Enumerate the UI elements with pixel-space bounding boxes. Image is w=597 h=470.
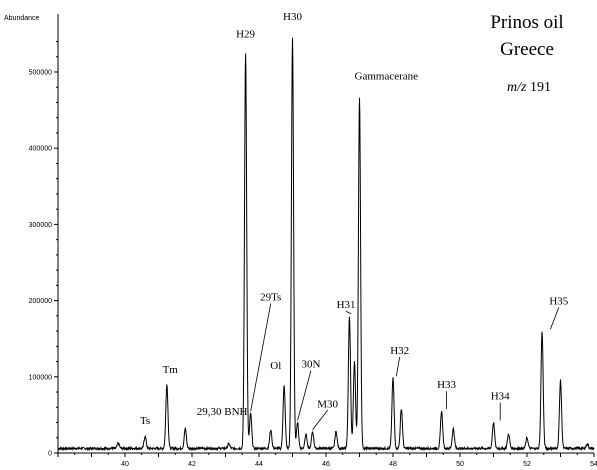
x-tick-label: 52	[523, 461, 531, 468]
chart-title: Prinos oil	[490, 12, 563, 33]
leader-line	[550, 307, 560, 330]
ion-prefix: m/z	[507, 80, 527, 95]
peak-label: Ol	[270, 360, 281, 372]
x-tick-label: 54	[590, 461, 597, 468]
x-tick-label: 46	[322, 461, 330, 468]
x-tick-label: 48	[389, 461, 397, 468]
ion-value: 191	[530, 80, 551, 95]
leader-line	[395, 356, 401, 377]
peak-label: Ts	[140, 415, 150, 427]
series-line	[57, 37, 595, 452]
y-tick-label: 200000	[29, 298, 52, 305]
peak-label: H35	[549, 295, 568, 307]
y-tick-label: 300000	[29, 222, 52, 229]
y-tick-label: 100000	[29, 374, 52, 381]
leader-line	[312, 410, 328, 430]
peak-label: 29,30 BNH	[197, 406, 248, 418]
x-tick-label: 40	[121, 461, 129, 468]
trace-layer	[57, 37, 595, 452]
annotations: Ts Tm 29,30 BNH H29 29Ts Ol H30 30N M30 Gammacera…	[140, 11, 569, 430]
y-tick-label: 400000	[29, 146, 52, 153]
peak-label: H33	[437, 379, 456, 391]
peak-label: M30	[317, 398, 338, 410]
leader-line	[250, 303, 272, 412]
y-tick-label: 500000	[29, 70, 52, 77]
y-axis-label: Abundance	[4, 15, 40, 22]
peak-label: 30N	[301, 359, 320, 371]
peak-label: 29Ts	[260, 292, 281, 304]
peak-label: H34	[491, 391, 510, 403]
y-tick-label: 0	[48, 451, 52, 458]
peak-label: Tm	[163, 364, 179, 376]
ion-label: m/z 191	[507, 80, 551, 95]
leader-line	[297, 370, 312, 421]
leader-line	[345, 310, 352, 315]
axes: 40 42 44 46 48 50 52 54 0 100000 200000 300000 40000…	[29, 14, 597, 468]
peak-label: H31	[337, 299, 356, 311]
chart-subtitle: Greece	[500, 39, 554, 60]
peak-label: H30	[283, 11, 302, 23]
peak-label: H29	[236, 29, 255, 41]
peak-label: H32	[390, 345, 409, 357]
x-tick-label: 50	[456, 461, 464, 468]
x-tick-label: 42	[188, 461, 196, 468]
x-tick-label: 44	[255, 461, 263, 468]
peak-label: Gammacerane	[355, 71, 419, 83]
